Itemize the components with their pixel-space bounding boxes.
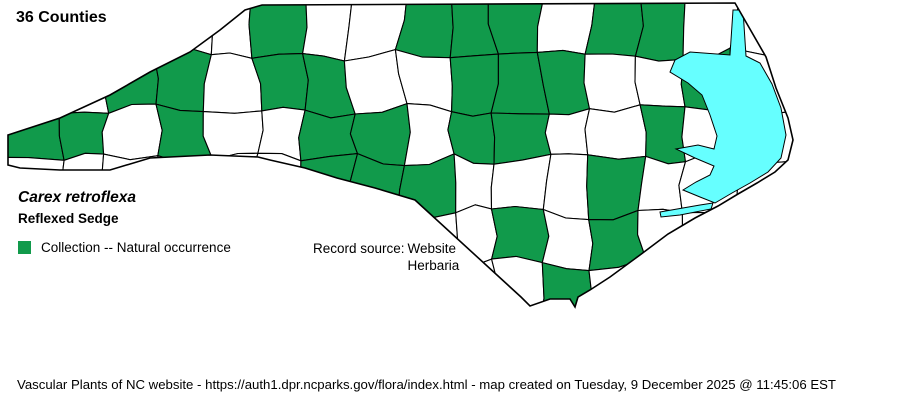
footer-attribution: Vascular Plants of NC website - https://… bbox=[17, 377, 836, 392]
county-cell bbox=[97, 3, 167, 59]
county-cell bbox=[8, 55, 60, 115]
record-source-value: Website bbox=[407, 241, 457, 256]
county-cell bbox=[52, 56, 110, 114]
county-cell bbox=[210, 3, 253, 60]
record-source-value: Herbaria bbox=[407, 258, 460, 273]
county-cell bbox=[157, 154, 214, 212]
county-cell bbox=[733, 212, 793, 269]
county-cell bbox=[398, 269, 458, 307]
county-cell bbox=[8, 262, 58, 307]
county-cell bbox=[583, 53, 641, 113]
county-cell bbox=[584, 104, 647, 160]
county-cell bbox=[682, 258, 735, 307]
county-cell bbox=[256, 259, 304, 307]
county-cell bbox=[731, 263, 793, 307]
county-cell bbox=[637, 155, 687, 214]
county-cell bbox=[542, 153, 590, 221]
county-cell bbox=[152, 3, 214, 56]
county-cell bbox=[155, 205, 215, 267]
county-cell-occurrence bbox=[588, 209, 647, 272]
county-cell bbox=[452, 258, 501, 307]
county-cell bbox=[205, 254, 265, 307]
state-outline bbox=[7, 2, 794, 309]
county-cell bbox=[112, 260, 168, 307]
county-cell bbox=[640, 257, 697, 307]
legend-label: Collection -- Natural occurrence bbox=[41, 240, 231, 255]
county-cell-occurrence bbox=[58, 111, 110, 162]
record-source-values: Website Herbaria bbox=[408, 240, 460, 274]
county-cell-occurrence bbox=[300, 152, 359, 221]
species-common-name: Reflexed Sedge bbox=[18, 211, 119, 226]
county-cell-occurrence bbox=[487, 3, 545, 55]
county-cell bbox=[54, 260, 117, 307]
county-cell-occurrence bbox=[639, 104, 687, 165]
county-cell bbox=[249, 209, 306, 272]
county-cell-occurrence bbox=[490, 205, 550, 264]
county-cell bbox=[490, 255, 545, 307]
county-cell bbox=[301, 3, 354, 62]
record-source-label: Record source: bbox=[313, 241, 405, 256]
county-cell bbox=[403, 103, 455, 167]
county-cell-occurrence bbox=[298, 109, 359, 162]
record-source: Record source: Website Herbaria bbox=[313, 240, 459, 274]
species-scientific-name: Carex retroflexa bbox=[18, 189, 137, 206]
county-cell bbox=[544, 107, 591, 156]
county-cell bbox=[202, 110, 264, 161]
county-cell-occurrence bbox=[449, 53, 499, 117]
legend-swatch bbox=[18, 241, 31, 254]
county-cell-occurrence bbox=[586, 154, 647, 221]
water-body-sound bbox=[669, 9, 787, 204]
legend: Collection -- Natural occurrence bbox=[18, 240, 231, 255]
county-cell-occurrence bbox=[634, 3, 686, 62]
county-cell bbox=[207, 152, 259, 215]
county-cell bbox=[257, 106, 306, 162]
county-cell bbox=[155, 258, 215, 307]
county-cell-occurrence bbox=[248, 3, 308, 59]
county-cell bbox=[101, 103, 163, 161]
county-count-title: 36 Counties bbox=[16, 9, 107, 26]
county-cell-occurrence bbox=[584, 3, 644, 57]
species-block: Carex retroflexa Reflexed Sedge bbox=[18, 189, 136, 226]
county-cell-occurrence bbox=[8, 100, 65, 161]
county-cell bbox=[588, 257, 648, 307]
county-cell bbox=[349, 263, 408, 307]
